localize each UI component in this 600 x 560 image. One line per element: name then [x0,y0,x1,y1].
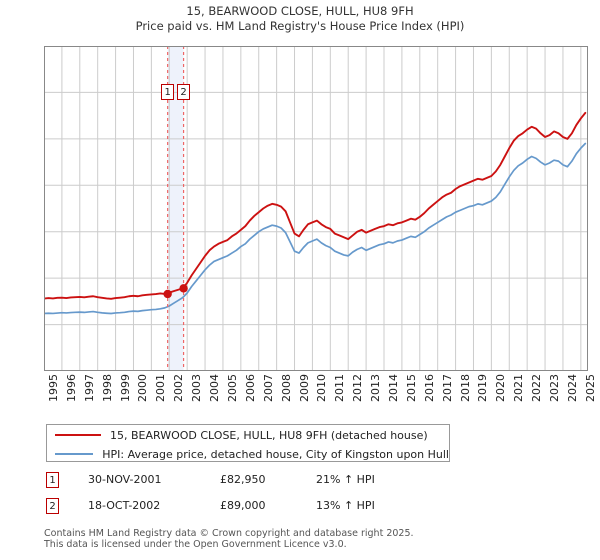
x-tick-label: 2011 [333,374,347,402]
x-tick-label: 2002 [172,374,186,402]
page-subtitle: Price paid vs. HM Land Registry's House … [135,19,465,33]
transaction-point [179,284,188,293]
x-axis-labels: 1995 1996 1997 1998 1999 2000 2001 2002 2003 2004… [44,374,597,418]
footer-line-1: Contains HM Land Registry data © Crown c… [44,528,414,539]
x-tick-label: 2016 [422,374,436,402]
x-tick-label: 2006 [243,374,257,402]
x-tick-label: 2001 [154,374,168,402]
footer-line-2: This data is licensed under the Open Gov… [44,539,347,550]
x-tick-label: 2022 [530,374,544,402]
series-line-property [44,111,587,300]
x-tick-label: 2025 [583,374,597,402]
x-tick-label: 2007 [261,374,275,402]
footer-attribution: Contains HM Land Registry data © Crown c… [44,528,584,550]
x-tick-label: 2000 [136,374,150,402]
table-row: 1 30-NOV-2001 £82,950 21% ↑ HPI [44,470,464,496]
x-tick-label: 2024 [565,374,579,402]
plot-frame [44,46,588,371]
x-tick-label: 2012 [351,374,365,402]
legend-item-hpi: HPI: Average price, detached house, City… [47,445,449,463]
page-title: 15, BEARWOOD CLOSE, HULL, HU8 9FH [186,4,414,18]
transaction-price-2: £89,000 [220,499,266,512]
x-tick-label: 1998 [100,374,114,402]
plot-marker-badge-1: 1 [161,84,175,101]
x-tick-label: 2003 [190,374,204,402]
x-tick-label: 1997 [82,374,96,402]
legend-item-property: 15, BEARWOOD CLOSE, HULL, HU8 9FH (detac… [47,426,449,444]
transaction-date-1: 30-NOV-2001 [88,473,162,486]
legend-label-hpi: HPI: Average price, detached house, City… [102,447,449,461]
x-tick-label: 2010 [315,374,329,402]
chart-legend: 15, BEARWOOD CLOSE, HULL, HU8 9FH (detac… [46,424,450,462]
x-tick-label: 2020 [494,374,508,402]
transaction-badge-1: 1 [46,472,59,488]
transaction-delta-2: 13% ↑ HPI [316,499,375,512]
chart-svg [44,46,588,371]
x-tick-label: 2015 [404,374,418,402]
plot-marker-badge-2: 2 [177,84,191,101]
transaction-date-2: 18-OCT-2002 [88,499,161,512]
series-line-hpi [44,142,587,315]
x-tick-label: 2019 [476,374,490,402]
legend-swatch-hpi [55,453,94,455]
x-tick-label: 1996 [64,374,78,402]
x-tick-label: 2021 [512,374,526,402]
x-tick-label: 2004 [208,374,222,402]
x-tick-label: 1995 [47,374,60,402]
x-tick-label: 2017 [440,374,454,402]
legend-swatch-property [55,434,101,436]
transaction-price-1: £82,950 [220,473,266,486]
legend-label-property: 15, BEARWOOD CLOSE, HULL, HU8 9FH (detac… [110,428,428,442]
title-block: 15, BEARWOOD CLOSE, HULL, HU8 9FH Price … [0,4,600,34]
x-tick-label: 2013 [369,374,383,402]
x-tick-label: 2014 [387,374,400,402]
table-row: 2 18-OCT-2002 £89,000 13% ↑ HPI [44,496,464,522]
transaction-badge-2: 2 [46,498,59,514]
x-tick-label: 2008 [279,374,293,402]
x-tick-label: 2009 [297,374,311,402]
x-tick-label: 2023 [548,374,562,402]
transaction-delta-1: 21% ↑ HPI [316,473,375,486]
transactions-table: 1 30-NOV-2001 £82,950 21% ↑ HPI 2 18-OCT… [44,470,464,522]
x-tick-label: 1999 [118,374,132,402]
x-tick-label: 2018 [458,374,472,402]
x-tick-label: 2005 [225,374,239,402]
transaction-point [163,289,172,299]
